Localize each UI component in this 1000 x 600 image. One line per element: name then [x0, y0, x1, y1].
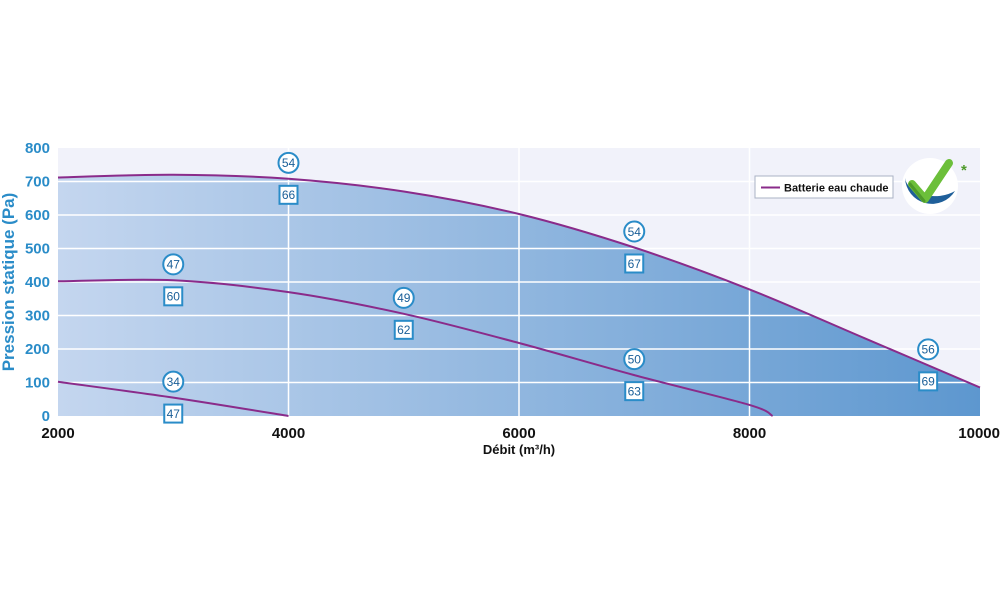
annotation-circle-badge: [623, 348, 646, 371]
y-tick-label: 700: [25, 174, 50, 191]
x-tick-label: 8000: [733, 425, 766, 442]
x-tick-label: 10000: [958, 425, 1000, 442]
annotation-square-badge: [624, 253, 645, 274]
annotation-square-value: 47: [167, 407, 181, 421]
annotation-circle-badge: [162, 253, 185, 276]
annotation-circle-badge: [162, 370, 185, 393]
x-tick-label: 6000: [502, 425, 535, 442]
annotation-circle-value: 56: [921, 343, 935, 357]
y-axis-title: Pression statique (Pa): [0, 193, 18, 372]
annotation-square-badge: [393, 319, 414, 340]
y-tick-label: 400: [25, 274, 50, 291]
annotation-circle-value: 34: [167, 375, 181, 389]
annotation-badges: 54 66 54 67 56 69 47 60 49 62 50 63 34 47: [162, 151, 940, 424]
y-tick-label: 100: [25, 375, 50, 392]
legend: Batterie eau chaude: [754, 175, 894, 199]
y-tick-label: 800: [25, 140, 50, 157]
series-line-2: [57, 278, 774, 417]
annotation-circle-badge: [623, 220, 646, 243]
annotation-square-badge: [278, 184, 299, 205]
annotation-circle-value: 47: [167, 258, 181, 272]
y-tick-label: 0: [42, 408, 50, 425]
annotation-circle-value: 49: [397, 291, 411, 305]
annotation-square-badge: [918, 371, 939, 392]
annotation-square-value: 66: [282, 188, 296, 202]
x-axis-title: Débit (m³/h): [483, 442, 555, 457]
x-tick-label: 2000: [41, 425, 74, 442]
annotation-square-value: 69: [921, 375, 935, 389]
check-badge-icon: [902, 158, 958, 214]
series-line-3: [57, 380, 289, 417]
asterisk-mark: *: [961, 162, 967, 179]
annotation-square-badge: [163, 286, 184, 307]
y-tick-label: 600: [25, 207, 50, 224]
y-axis-ticks: 0 100 200 300 400 500 600 700 800: [25, 140, 50, 425]
annotation-circle-value: 54: [628, 225, 642, 239]
annotation-square-value: 62: [397, 323, 411, 337]
x-axis-ticks: 2000 4000 6000 8000 10000: [41, 425, 1000, 442]
annotation-circle-badge: [917, 338, 940, 361]
annotation-square-value: 67: [628, 257, 642, 271]
annotation-circle-badge: [392, 286, 415, 309]
annotation-circle-value: 50: [628, 352, 642, 366]
annotation-circle-value: 54: [282, 156, 296, 170]
annotation-square-value: 63: [628, 384, 642, 398]
series-line-1: [57, 173, 981, 389]
legend-label: Batterie eau chaude: [784, 183, 889, 195]
annotation-circle-badge: [277, 151, 300, 174]
y-tick-label: 300: [25, 308, 50, 325]
x-tick-label: 4000: [272, 425, 305, 442]
annotation-square-value: 60: [167, 290, 181, 304]
annotation-square-badge: [163, 403, 184, 424]
series-lines: [57, 173, 981, 417]
annotation-square-badge: [624, 381, 645, 402]
y-tick-label: 200: [25, 341, 50, 358]
y-tick-label: 500: [25, 241, 50, 258]
legend-box: [754, 175, 894, 199]
